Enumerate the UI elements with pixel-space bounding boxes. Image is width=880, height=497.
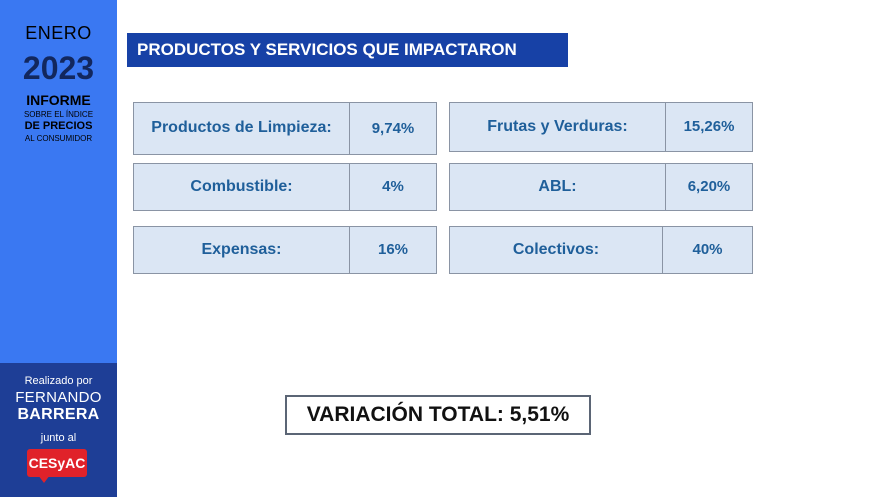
report-month: ENERO [25, 23, 92, 43]
report-year: 2023 [22, 50, 95, 86]
logo-tail-shape [38, 475, 50, 483]
item-label: Expensas: [133, 226, 350, 274]
author-last-name: BARRERA [17, 406, 100, 423]
item-label: Colectivos: [449, 226, 663, 274]
sidebar: ENERO 2023 INFORME SOBRE EL ÍNDICE DE PR… [0, 0, 117, 497]
item-value: 15,26% [665, 102, 753, 152]
author-first-name: FERNANDO [15, 389, 102, 406]
item-value: 16% [349, 226, 437, 274]
cesyac-logo: CESyAC [27, 449, 87, 477]
total-variation: VARIACIÓN TOTAL: 5,51% [285, 395, 591, 435]
author-prefix: Realizado por [24, 375, 93, 387]
item-label: Frutas y Verduras: [449, 102, 666, 152]
report-informe: INFORME [26, 92, 91, 108]
item-label: Productos de Limpieza: [133, 102, 350, 155]
item-value: 9,74% [349, 102, 437, 155]
report-subtitle-1: SOBRE EL ÍNDICE [23, 110, 94, 119]
author-panel: Realizado por FERNANDO BARRERA junto al … [0, 363, 117, 497]
report-subtitle-2: DE PRECIOS [24, 120, 93, 132]
item-label: Combustible: [133, 163, 350, 211]
item-value: 4% [349, 163, 437, 211]
report-subtitle-3: AL CONSUMIDOR [24, 134, 93, 143]
item-value: 40% [662, 226, 753, 274]
item-value: 6,20% [665, 163, 753, 211]
page-title: PRODUCTOS Y SERVICIOS QUE IMPACTARON [127, 33, 568, 67]
partner-prefix: junto al [40, 432, 77, 444]
item-label: ABL: [449, 163, 666, 211]
